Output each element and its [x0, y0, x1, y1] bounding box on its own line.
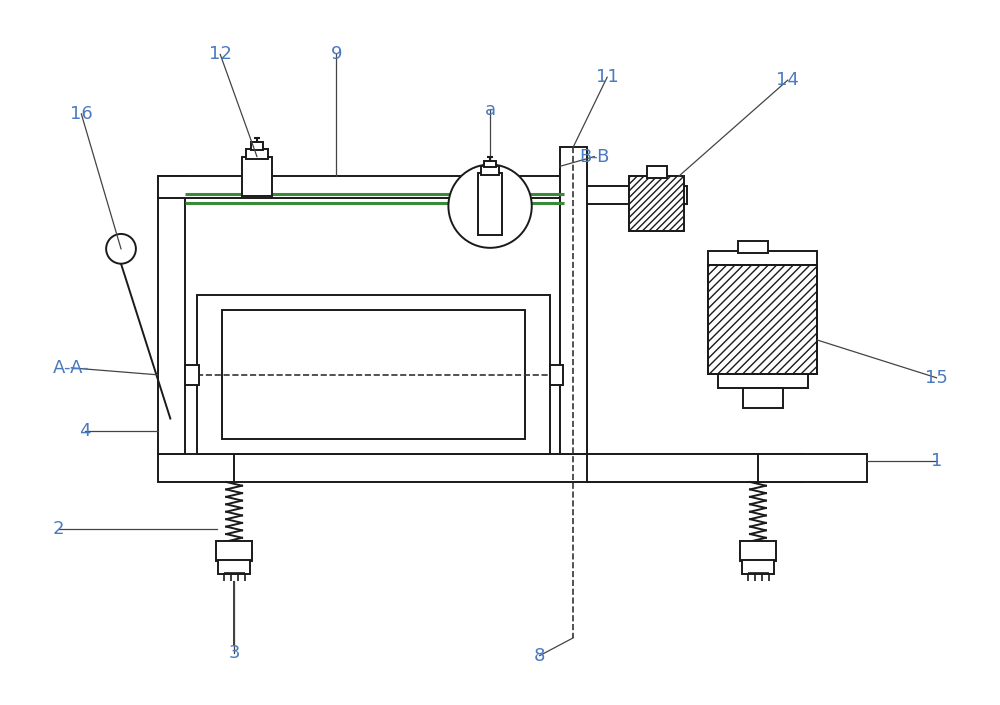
- Bar: [718, 374, 808, 388]
- Bar: [222, 310, 525, 439]
- Bar: [251, 142, 263, 149]
- Bar: [246, 149, 268, 159]
- Text: A-A-: A-A-: [53, 359, 90, 377]
- Bar: [185, 365, 199, 385]
- Bar: [738, 241, 768, 253]
- Text: 1: 1: [931, 452, 942, 470]
- Circle shape: [106, 234, 136, 264]
- Bar: [587, 186, 687, 204]
- Bar: [560, 166, 587, 454]
- Bar: [560, 147, 587, 454]
- Text: 14: 14: [776, 71, 799, 89]
- Bar: [629, 176, 684, 231]
- Bar: [647, 166, 667, 178]
- Text: 11: 11: [596, 68, 619, 86]
- Bar: [197, 295, 550, 454]
- Polygon shape: [629, 176, 684, 231]
- Bar: [218, 560, 250, 575]
- Text: 9: 9: [331, 45, 342, 63]
- Bar: [242, 157, 272, 196]
- Text: 16: 16: [70, 105, 93, 123]
- Bar: [740, 541, 776, 561]
- Text: B-B: B-B: [579, 147, 609, 166]
- Bar: [550, 365, 563, 385]
- Bar: [478, 173, 502, 235]
- Bar: [158, 176, 185, 454]
- Bar: [484, 161, 496, 168]
- Text: 2: 2: [53, 520, 64, 538]
- Bar: [742, 560, 774, 575]
- Bar: [158, 454, 803, 482]
- Text: a: a: [485, 101, 496, 119]
- Bar: [743, 388, 783, 407]
- Text: 3: 3: [228, 644, 240, 661]
- Text: 8: 8: [534, 646, 545, 665]
- Text: 15: 15: [925, 369, 948, 387]
- Bar: [216, 541, 252, 561]
- Bar: [158, 176, 587, 198]
- Bar: [708, 264, 817, 374]
- Bar: [481, 166, 499, 176]
- Bar: [708, 264, 817, 374]
- Bar: [708, 251, 817, 264]
- Circle shape: [448, 164, 532, 248]
- Bar: [587, 454, 867, 482]
- Text: 4: 4: [80, 422, 91, 441]
- Text: 12: 12: [209, 45, 232, 63]
